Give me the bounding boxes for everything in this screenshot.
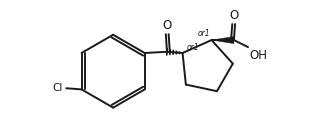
Text: or1: or1: [187, 43, 200, 52]
Text: OH: OH: [249, 49, 267, 62]
Text: Cl: Cl: [53, 83, 63, 93]
Text: O: O: [229, 9, 238, 22]
Polygon shape: [211, 37, 234, 44]
Text: O: O: [163, 19, 172, 32]
Text: or1: or1: [198, 29, 210, 38]
